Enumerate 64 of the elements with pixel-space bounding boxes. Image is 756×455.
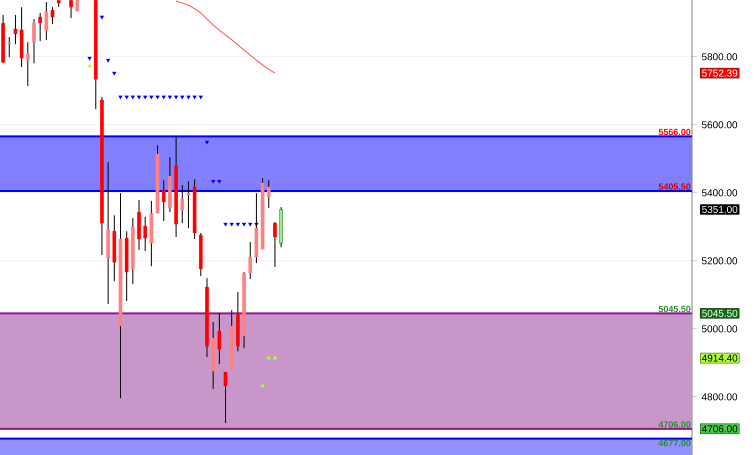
point bbox=[168, 96, 172, 100]
point bbox=[118, 96, 123, 100]
point bbox=[143, 96, 148, 100]
candlestick bbox=[32, 18, 36, 64]
ref-line-label: 4677.00 bbox=[658, 440, 690, 446]
point bbox=[124, 96, 129, 100]
point bbox=[112, 72, 116, 76]
point bbox=[162, 96, 166, 100]
y-tick-label: 5200.00 bbox=[702, 257, 738, 264]
candlestick bbox=[143, 216, 148, 252]
ref-line-label: 5405.50 bbox=[658, 183, 690, 190]
candlestick bbox=[44, 2, 48, 41]
point bbox=[130, 96, 135, 100]
candlestick bbox=[69, 0, 73, 19]
point bbox=[100, 16, 104, 20]
point bbox=[192, 96, 197, 100]
text: 4706.00 bbox=[702, 425, 738, 432]
point bbox=[242, 222, 246, 226]
candlestick bbox=[50, 6, 54, 25]
candlestick bbox=[14, 14, 18, 45]
point bbox=[198, 96, 203, 100]
point bbox=[204, 140, 210, 145]
ref-line-label: 4706.00 bbox=[658, 421, 690, 428]
point bbox=[236, 222, 240, 226]
point bbox=[149, 96, 154, 100]
text: 4914.40 bbox=[702, 354, 738, 362]
point bbox=[155, 96, 160, 100]
point bbox=[180, 96, 184, 100]
candlestick bbox=[186, 180, 190, 229]
candlestick bbox=[75, 0, 80, 12]
candlestick bbox=[26, 42, 30, 87]
point bbox=[217, 180, 222, 184]
point bbox=[87, 56, 92, 61]
candlestick bbox=[38, 12, 42, 42]
y-tick-label: 5400.00 bbox=[702, 189, 738, 196]
point bbox=[223, 222, 228, 226]
point bbox=[272, 356, 278, 360]
candlestick bbox=[180, 184, 184, 224]
point bbox=[211, 180, 216, 184]
candlestick bbox=[248, 242, 252, 280]
text: 5045.50 bbox=[702, 310, 738, 317]
candlestick bbox=[273, 222, 277, 268]
point bbox=[248, 222, 252, 226]
candlestick bbox=[224, 372, 228, 424]
text: 5752.39 bbox=[702, 70, 738, 77]
point bbox=[87, 64, 92, 68]
y-tick-label: 5000.00 bbox=[702, 325, 738, 332]
point bbox=[260, 384, 265, 388]
point bbox=[186, 96, 191, 100]
y-tick-label: 5800.00 bbox=[702, 53, 738, 60]
point bbox=[106, 58, 110, 63]
point bbox=[230, 222, 234, 226]
ref-line-label: 5045.50 bbox=[658, 306, 690, 312]
text: 5351.00 bbox=[702, 206, 738, 213]
y-tick-label: 5600.00 bbox=[702, 121, 738, 128]
y-tick-label: 4800.00 bbox=[702, 393, 738, 400]
candlestick bbox=[218, 312, 222, 365]
candlestick bbox=[7, 36, 12, 58]
candlestick bbox=[266, 180, 271, 209]
ref-line-label: 5566.00 bbox=[658, 128, 690, 136]
point bbox=[174, 96, 178, 100]
candlestick bbox=[162, 180, 166, 222]
point bbox=[266, 356, 271, 360]
point bbox=[136, 96, 142, 100]
